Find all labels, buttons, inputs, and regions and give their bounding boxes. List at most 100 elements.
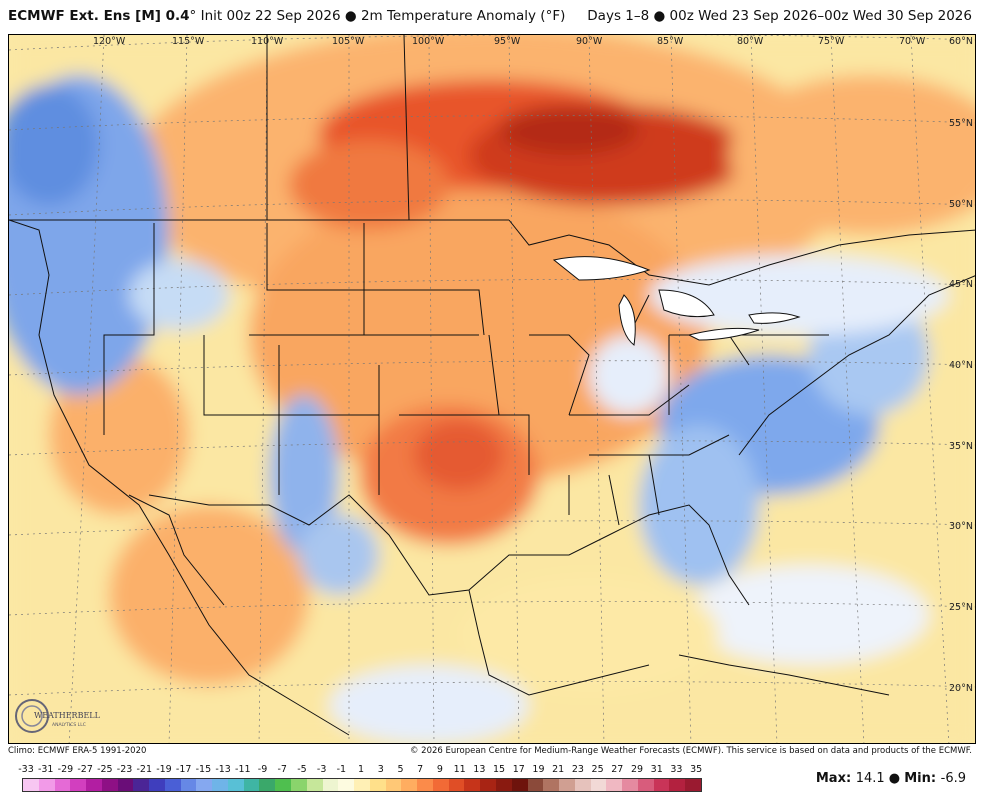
colorbar-swatch (669, 779, 686, 791)
colorbar-swatch (464, 779, 481, 791)
lon-label: 105°W (332, 36, 365, 47)
colorbar-tick-label: 1 (358, 764, 365, 775)
lat-label: 60°N (949, 36, 973, 47)
min-value: -6.9 (940, 771, 966, 786)
colorbar-tick-label: -19 (156, 764, 172, 775)
lon-label: 95°W (494, 36, 521, 47)
colorbar-swatch (653, 779, 670, 791)
colorbar-swatch (101, 779, 118, 791)
lat-label: 50°N (949, 199, 973, 210)
lon-label: 85°W (657, 36, 684, 47)
colorbar-swatch (369, 779, 386, 791)
colorbar-tick-label: 35 (690, 764, 703, 775)
colorbar-swatch (259, 779, 276, 791)
colorbar-tick-label: 31 (650, 764, 663, 775)
max-min-stats: Max: 14.1 ● Min: -6.9 (816, 771, 966, 786)
colorbar-swatch (354, 779, 370, 791)
lon-label: 90°W (576, 36, 603, 47)
colorbar-tick-label: -31 (37, 764, 54, 775)
colorbar-swatch (86, 779, 102, 791)
colorbar-tick-label: 3 (377, 764, 384, 775)
lon-label: 80°W (737, 36, 764, 47)
colorbar-tick-label: -3 (316, 764, 327, 775)
colorbar-swatch (133, 779, 150, 791)
colorbar-swatch (432, 779, 449, 791)
colorbar-tick-label: 29 (630, 764, 644, 775)
colorbar-swatch (243, 779, 260, 791)
colorbar-tick-label: -15 (195, 764, 212, 775)
lat-label: 45°N (949, 279, 973, 290)
max-value: 14.1 (855, 771, 885, 786)
map-svg: 120°W 115°W 110°W 105°W 100°W 95°W 90°W … (9, 35, 975, 743)
colorbar (22, 778, 702, 792)
colorbar-tick-label: 25 (591, 764, 604, 775)
colorbar-tick-label: -13 (215, 764, 231, 775)
colorbar-swatch (622, 779, 638, 791)
logo-subtext: ANALYTICS LLC (52, 722, 86, 728)
anomaly-map[interactable]: 120°W 115°W 110°W 105°W 100°W 95°W 90°W … (8, 34, 976, 744)
colorbar-tick-label: 7 (417, 764, 424, 775)
lat-label: 55°N (949, 118, 973, 129)
chart-title: ECMWF Ext. Ens [M] 0.4° Init 00z 22 Sep … (8, 8, 565, 24)
colorbar-tick-label: -11 (235, 764, 251, 775)
colorbar-tick-label: -27 (77, 764, 93, 775)
model-name: ECMWF Ext. Ens [M] 0.4 (8, 8, 190, 24)
lon-label: 100°W (412, 36, 445, 47)
init-time: Init 00z 22 Sep 2026 (196, 8, 341, 24)
colorbar-tick-label: -7 (277, 764, 287, 775)
colorbar-tick-label: 27 (611, 764, 624, 775)
colorbar-swatch (70, 779, 87, 791)
colorbar-swatch (117, 779, 134, 791)
colorbar-tick-label: 9 (436, 764, 443, 775)
colorbar-ticks: -33 -31 -29 -27 -25 -23 -21 -19 -17 -15 -13 -11 -9 -7… (14, 764, 714, 777)
lat-label: 20°N (949, 683, 973, 694)
max-label: Max: (815, 771, 856, 786)
min-label: Min: (904, 771, 941, 786)
colorbar-tick-label: 19 (532, 764, 545, 775)
colorbar-swatch (149, 779, 165, 791)
colorbar-swatch (448, 779, 465, 791)
lat-label: 35°N (949, 441, 973, 452)
colorbar-swatch (401, 779, 418, 791)
climo-note: Climo: ECMWF ERA-5 1991-2020 (8, 746, 147, 756)
colorbar-swatch (322, 779, 339, 791)
colorbar-swatch (685, 779, 701, 791)
colorbar-tick-label: -25 (97, 764, 113, 775)
colorbar-swatch (606, 779, 623, 791)
colorbar-tick-label: -29 (57, 764, 74, 775)
colorbar-swatch (385, 779, 402, 791)
valid-period: Days 1–8 ● 00z Wed 23 Sep 2026–00z Wed 3… (587, 8, 972, 24)
anomaly-shading (9, 35, 975, 743)
colorbar-tick-label: -17 (175, 764, 192, 775)
colorbar-tick-label: 23 (571, 764, 584, 775)
colorbar-swatch (511, 779, 528, 791)
colorbar-swatch (275, 779, 292, 791)
copyright-note: © 2026 European Centre for Medium-Range … (409, 746, 972, 756)
logo-graphic: WEATHERBELL ANALYTICS LLC (15, 699, 101, 733)
coordinate-labels: 120°W 115°W 110°W 105°W 100°W 95°W 90°W … (93, 36, 973, 694)
colorbar-swatch (196, 779, 213, 791)
colorbar-swatch (590, 779, 607, 791)
colorbar-tick-label: -21 (136, 764, 153, 775)
colorbar-swatch (180, 779, 197, 791)
colorbar-swatch (227, 779, 244, 791)
bullet-separator: ● (340, 8, 361, 24)
colorbar-swatch (417, 779, 433, 791)
colorbar-swatch (637, 779, 654, 791)
colorbar-tick-label: -1 (336, 764, 347, 775)
colorbar-tick-label: -23 (116, 764, 133, 775)
lon-label: 120°W (93, 36, 126, 47)
colorbar-swatch (38, 779, 55, 791)
colorbar-swatch (212, 779, 228, 791)
lon-label: 70°W (899, 36, 926, 47)
colorbar-swatch (527, 779, 544, 791)
colorbar-swatch (23, 779, 39, 791)
colorbar-swatch (306, 779, 323, 791)
colorbar-swatch (495, 779, 512, 791)
logo-text: WEATHERBELL (34, 711, 101, 720)
colorbar-swatch (164, 779, 181, 791)
colorbar-tick-label: -5 (297, 764, 307, 775)
colorbar-swatch (291, 779, 307, 791)
colorbar-tick-label: 13 (473, 764, 486, 775)
lon-label: 115°W (172, 36, 205, 47)
